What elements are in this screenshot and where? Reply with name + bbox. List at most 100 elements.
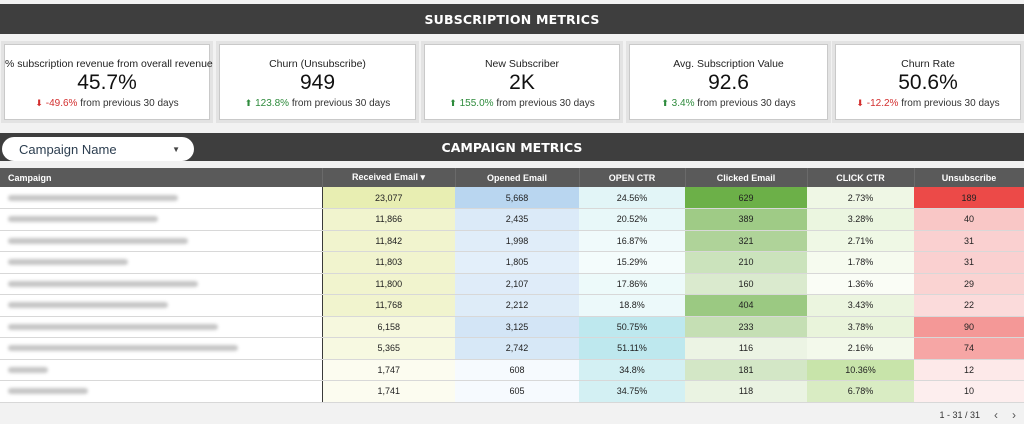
kpi-card: New Subscriber 2K ⬆ 155.0% from previous 3… — [424, 44, 620, 120]
pagination: 1 - 31 / 31 ‹ › — [939, 408, 1016, 422]
column-header-open-ctr[interactable]: OPEN CTR — [579, 168, 686, 187]
redacted-campaign-name — [8, 388, 88, 395]
campaign-name-cell — [0, 187, 323, 209]
cell-open-ctr: 17.86% — [579, 273, 685, 295]
cell-received-email: 11,800 — [322, 273, 455, 295]
kpi-change: ⬆ 155.0% from previous 30 days — [425, 98, 619, 109]
cell-clicked-email: 321 — [685, 230, 807, 252]
cell-unsubscribe: 40 — [914, 208, 1024, 231]
cell-unsubscribe: 29 — [914, 273, 1024, 295]
cell-received-email: 1,741 — [322, 380, 455, 403]
column-header-unsubscribe[interactable]: Unsubscribe — [914, 168, 1024, 187]
cell-click-ctr: 6.78% — [807, 380, 914, 403]
redacted-campaign-name — [8, 237, 188, 244]
cell-received-email: 5,365 — [322, 337, 455, 360]
kpi-label: Churn (Unsubscribe) — [269, 58, 366, 70]
table-row[interactable]: 5,365 2,742 51.11% 116 2.16% 74 — [0, 337, 1024, 360]
kpi-value: 949 — [299, 71, 336, 94]
campaign-name-dropdown[interactable]: Campaign Name ▼ — [2, 137, 194, 161]
kpi-change-suffix: from previous 30 days — [901, 98, 1000, 109]
cell-click-ctr: 3.78% — [807, 316, 914, 338]
chevron-left-icon[interactable]: ‹ — [994, 408, 998, 422]
cell-opened-email: 608 — [455, 359, 579, 381]
cell-opened-email: 2,435 — [455, 208, 579, 231]
column-header-opened-email[interactable]: Opened Email — [455, 168, 580, 187]
cell-clicked-email: 629 — [685, 187, 807, 209]
cell-click-ctr: 2.71% — [807, 230, 914, 252]
campaign-name-cell — [0, 337, 323, 360]
table-row[interactable]: 11,768 2,212 18.8% 404 3.43% 22 — [0, 294, 1024, 317]
campaign-name-cell — [0, 208, 323, 231]
table-header-row: Campaign Received Email ▾ Opened Email O… — [0, 168, 1024, 187]
table-row[interactable]: 6,158 3,125 50.75% 233 3.78% 90 — [0, 316, 1024, 338]
cell-received-email: 11,842 — [322, 230, 455, 252]
chevron-right-icon[interactable]: › — [1012, 408, 1016, 422]
cell-open-ctr: 20.52% — [579, 208, 685, 231]
kpi-change-suffix: from previous 30 days — [80, 98, 179, 109]
table-row[interactable]: 23,077 5,668 24.56% 629 2.73% 189 — [0, 187, 1024, 209]
kpi-label: New Subscriber — [484, 58, 560, 70]
cell-click-ctr: 1.78% — [807, 251, 914, 274]
redacted-campaign-name — [8, 302, 168, 309]
cell-open-ctr: 18.8% — [579, 294, 685, 317]
cell-open-ctr: 15.29% — [579, 251, 685, 274]
kpi-change-suffix: from previous 30 days — [697, 98, 796, 109]
cell-open-ctr: 24.56% — [579, 187, 685, 209]
cell-open-ctr: 34.75% — [579, 380, 685, 403]
arrow-up-icon: ⬆ — [661, 98, 669, 108]
column-header-campaign[interactable]: Campaign — [0, 168, 323, 187]
header-label: Received Email — [351, 172, 418, 182]
table-row[interactable]: 1,747 608 34.8% 181 10.36% 12 — [0, 359, 1024, 381]
cell-unsubscribe: 31 — [914, 251, 1024, 274]
kpi-label: Churn Rate — [901, 58, 955, 70]
cell-opened-email: 605 — [455, 380, 579, 403]
kpi-label: Avg. Subscription Value — [673, 58, 784, 70]
kpi-label: % subscription revenue from overall reve… — [5, 58, 213, 70]
kpi-row: % subscription revenue from overall reve… — [0, 44, 1024, 120]
cell-clicked-email: 116 — [685, 337, 807, 360]
table-row[interactable]: 11,842 1,998 16.87% 321 2.71% 31 — [0, 230, 1024, 252]
kpi-change-suffix: from previous 30 days — [496, 98, 595, 109]
table-row[interactable]: 11,803 1,805 15.29% 210 1.78% 31 — [0, 251, 1024, 274]
kpi-card: Avg. Subscription Value 92.6 ⬆ 3.4% from p… — [629, 44, 828, 120]
column-header-received-email[interactable]: Received Email ▾ — [322, 168, 456, 187]
arrow-down-icon: ⬇ — [856, 98, 864, 108]
arrow-up-icon: ⬆ — [244, 98, 253, 108]
cell-unsubscribe: 189 — [914, 187, 1024, 209]
campaign-name-cell — [0, 251, 323, 274]
redacted-campaign-name — [8, 259, 128, 266]
column-header-clicked-email[interactable]: Clicked Email — [685, 168, 808, 187]
cell-clicked-email: 118 — [685, 380, 807, 403]
cell-clicked-email: 389 — [685, 208, 807, 231]
kpi-card: Churn Rate 50.6% ⬇ -12.2% from previous 30… — [835, 44, 1021, 120]
cell-unsubscribe: 74 — [914, 337, 1024, 360]
table-row[interactable]: 11,866 2,435 20.52% 389 3.28% 40 — [0, 208, 1024, 231]
kpi-value: 2K — [509, 71, 535, 94]
column-header-click-ctr[interactable]: CLICK CTR — [807, 168, 915, 187]
cell-clicked-email: 210 — [685, 251, 807, 274]
kpi-change-suffix: from previous 30 days — [291, 98, 391, 109]
campaign-name-cell — [0, 359, 323, 381]
cell-open-ctr: 16.87% — [579, 230, 685, 252]
kpi-value: 92.6 — [708, 71, 749, 94]
cell-click-ctr: 2.73% — [807, 187, 914, 209]
cell-clicked-email: 181 — [685, 359, 807, 381]
cell-unsubscribe: 10 — [914, 380, 1024, 403]
table-row[interactable]: 11,800 2,107 17.86% 160 1.36% 29 — [0, 273, 1024, 295]
arrow-up-icon: ⬆ — [449, 98, 457, 108]
redacted-campaign-name — [8, 280, 198, 287]
kpi-change: ⬇ -12.2% from previous 30 days — [836, 98, 1020, 109]
cell-received-email: 6,158 — [322, 316, 455, 338]
subscription-metrics-banner: SUBSCRIPTION METRICS — [0, 4, 1024, 34]
cell-click-ctr: 10.36% — [807, 359, 914, 381]
dropdown-label: Campaign Name — [19, 141, 117, 157]
kpi-card: % subscription revenue from overall reve… — [4, 44, 213, 120]
cell-received-email: 11,768 — [322, 294, 455, 317]
kpi-change: ⬇ -49.6% from previous 30 days — [5, 98, 209, 109]
table-row[interactable]: 1,741 605 34.75% 118 6.78% 10 — [0, 380, 1024, 403]
kpi-change: ⬆ 3.4% from previous 30 days — [630, 98, 827, 109]
redacted-campaign-name — [8, 216, 158, 223]
kpi-value: 45.7% — [77, 71, 137, 94]
kpi-change: ⬆ 123.8% from previous 30 days — [220, 98, 415, 109]
